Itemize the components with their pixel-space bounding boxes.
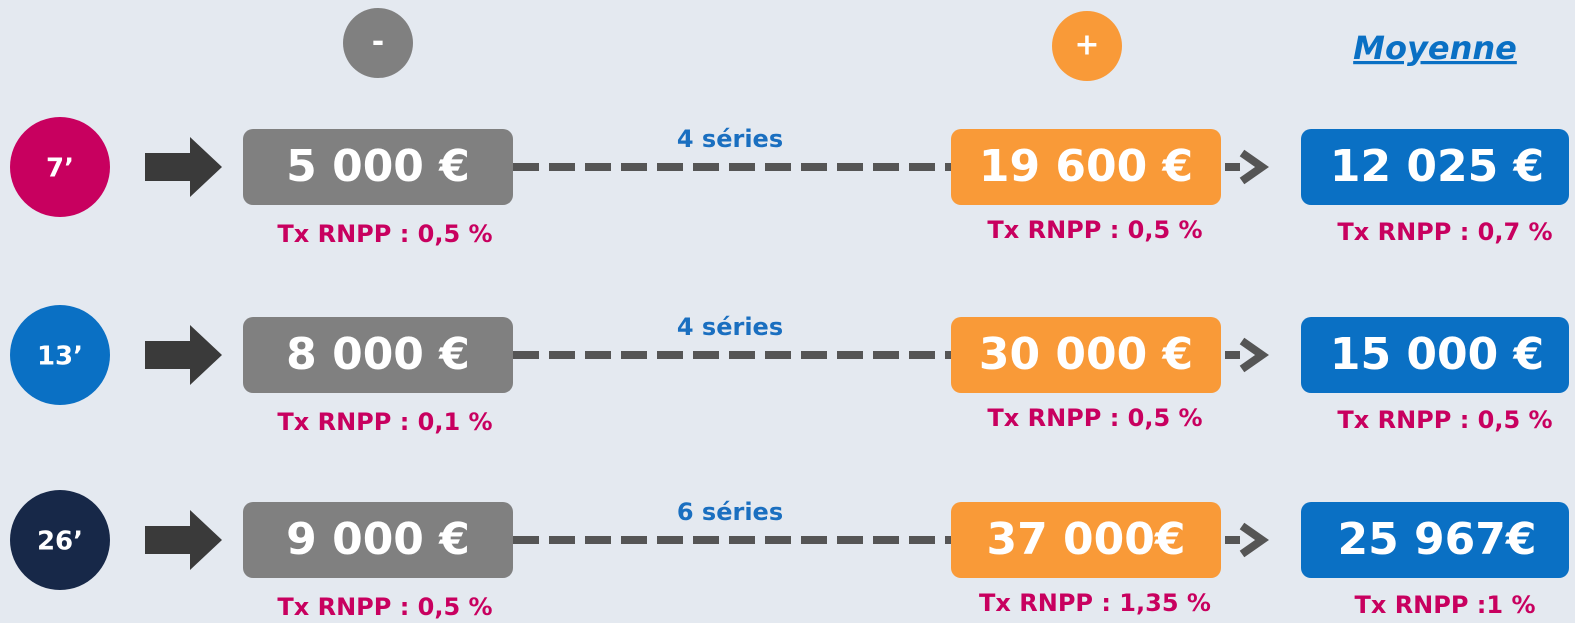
max-box xyxy=(951,502,1221,578)
max-box xyxy=(951,317,1221,393)
duration-badge xyxy=(10,117,110,217)
chevron xyxy=(1239,522,1269,558)
duration-label: 26’ xyxy=(37,527,83,557)
chevron xyxy=(1239,337,1269,373)
min-value: 5 000 € xyxy=(286,141,470,192)
max-rate: Tx RNPP : 0,5 % xyxy=(987,216,1202,244)
min-value: 9 000 € xyxy=(286,514,470,565)
plus-badge xyxy=(1052,11,1122,81)
duration-label: 7’ xyxy=(46,154,74,184)
minus-label: - xyxy=(372,25,384,60)
min-box xyxy=(243,502,513,578)
average-value: 25 967€ xyxy=(1337,514,1536,565)
series-label: 4 séries xyxy=(677,313,783,341)
average-rate: Tx RNPP : 0,5 % xyxy=(1337,406,1552,434)
max-box xyxy=(951,129,1221,205)
arrow xyxy=(145,325,222,385)
duration-badge xyxy=(10,490,110,590)
min-box xyxy=(243,317,513,393)
arrow xyxy=(145,510,222,570)
average-box xyxy=(1301,129,1569,205)
arrow xyxy=(145,137,222,197)
series-label: 6 séries xyxy=(677,498,783,526)
min-rate: Tx RNPP : 0,5 % xyxy=(277,593,492,621)
average-value: 15 000 € xyxy=(1330,329,1544,380)
minus-badge xyxy=(343,8,413,78)
average-rate: Tx RNPP : 0,7 % xyxy=(1337,218,1552,246)
min-rate: Tx RNPP : 0,1 % xyxy=(277,408,492,436)
min-rate: Tx RNPP : 0,5 % xyxy=(277,220,492,248)
chevron xyxy=(1239,149,1269,185)
max-value: 37 000€ xyxy=(986,514,1185,565)
min-value: 8 000 € xyxy=(286,329,470,380)
average-value: 12 025 € xyxy=(1330,141,1544,192)
plus-label: + xyxy=(1074,28,1099,63)
max-value: 19 600 € xyxy=(979,141,1193,192)
max-rate: Tx RNPP : 0,5 % xyxy=(987,404,1202,432)
average-header: Moyenne xyxy=(1353,29,1517,67)
average-rate: Tx RNPP :1 % xyxy=(1354,591,1535,619)
duration-badge xyxy=(10,305,110,405)
max-value: 30 000 € xyxy=(979,329,1193,380)
average-box xyxy=(1301,502,1569,578)
duration-label: 13’ xyxy=(37,342,83,372)
min-box xyxy=(243,129,513,205)
series-label: 4 séries xyxy=(677,125,783,153)
max-rate: Tx RNPP : 1,35 % xyxy=(979,589,1211,617)
average-box xyxy=(1301,317,1569,393)
